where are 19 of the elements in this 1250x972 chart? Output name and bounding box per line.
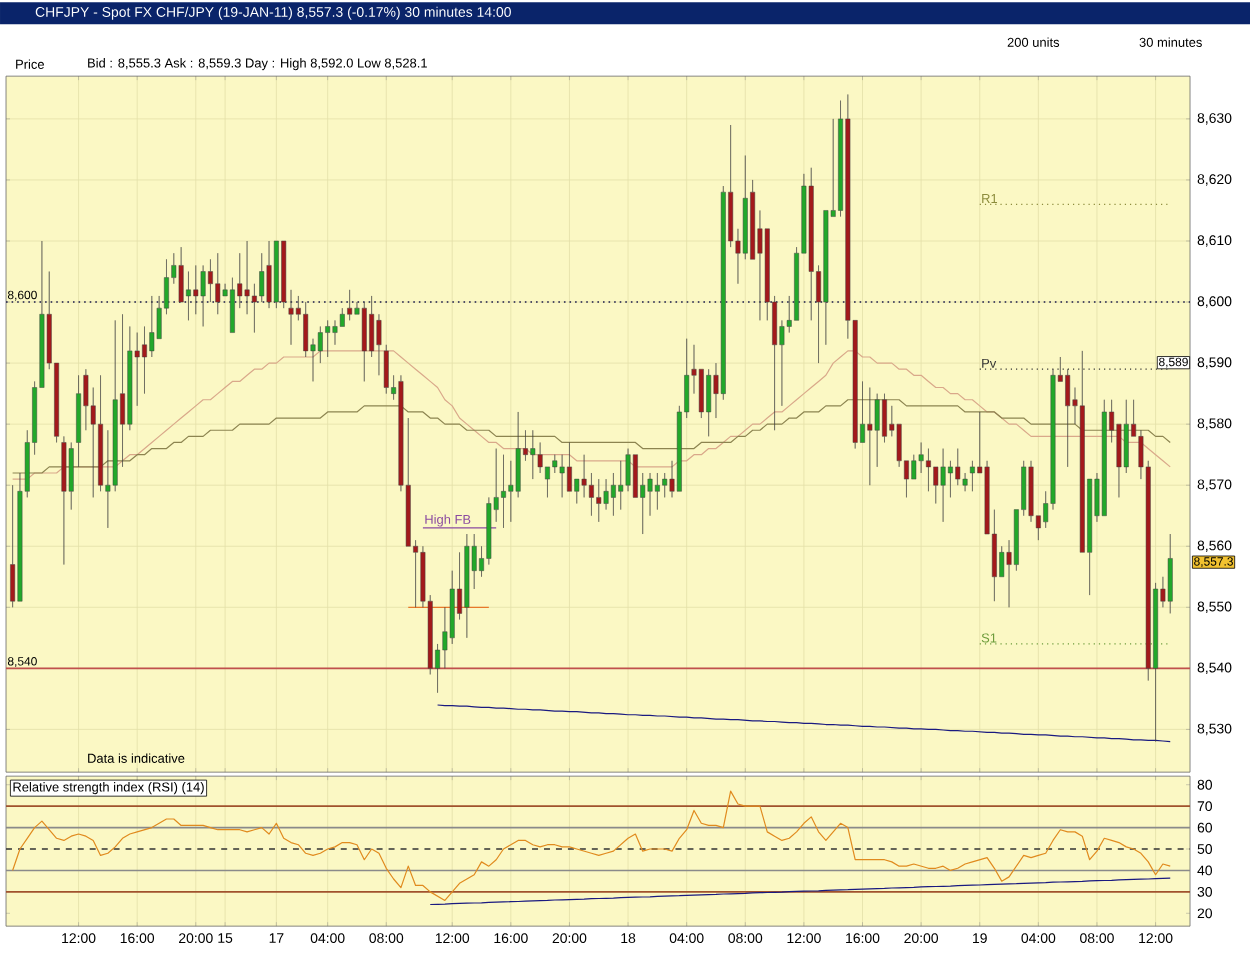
candlestick xyxy=(361,301,367,382)
candlestick xyxy=(273,240,279,309)
candlestick xyxy=(1101,399,1107,516)
candlestick xyxy=(654,472,660,510)
candlestick xyxy=(215,252,221,315)
candlestick xyxy=(464,533,470,639)
candlestick xyxy=(940,448,946,523)
candlestick xyxy=(706,368,712,437)
candlestick xyxy=(200,265,206,327)
candlestick xyxy=(61,436,67,565)
candlestick xyxy=(501,454,506,529)
candlestick xyxy=(325,320,331,358)
candlestick xyxy=(867,387,873,486)
candlestick xyxy=(76,374,81,468)
candlestick xyxy=(347,289,353,321)
candlestick xyxy=(596,478,602,523)
candlestick xyxy=(1167,533,1173,614)
candlestick xyxy=(266,240,272,309)
candlestick xyxy=(530,429,536,480)
